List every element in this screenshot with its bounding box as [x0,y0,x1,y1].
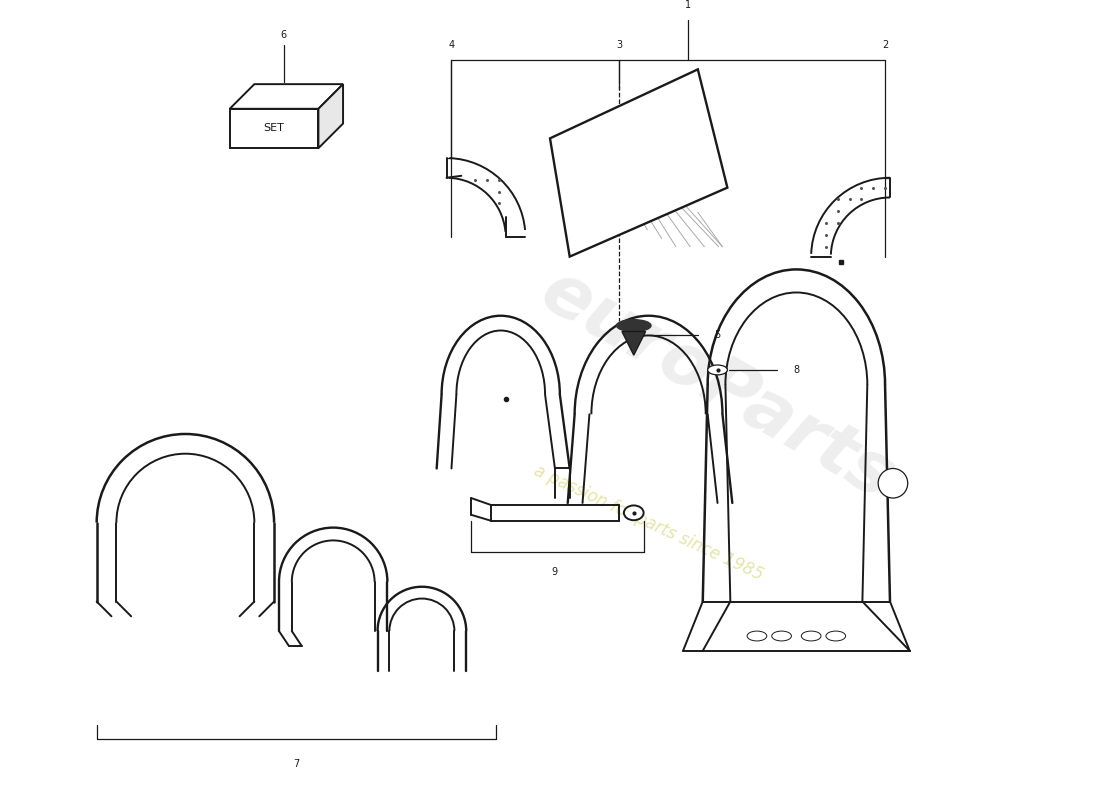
Ellipse shape [801,631,821,641]
Text: SET: SET [264,123,285,134]
Text: 2: 2 [882,40,888,50]
Polygon shape [318,84,343,148]
Text: a passion for parts since 1985: a passion for parts since 1985 [531,462,766,584]
Ellipse shape [747,631,767,641]
Ellipse shape [707,365,727,375]
Text: euroParts: euroParts [529,256,906,514]
Text: 8: 8 [793,365,800,375]
Ellipse shape [616,320,651,331]
Polygon shape [230,84,343,109]
Ellipse shape [772,631,791,641]
Text: 7: 7 [293,759,299,769]
Text: 9: 9 [552,567,558,577]
Polygon shape [230,109,318,148]
Polygon shape [550,70,727,257]
Text: 6: 6 [280,30,287,40]
Polygon shape [621,331,646,355]
Ellipse shape [624,506,644,520]
Text: 3: 3 [616,40,622,50]
Text: 4: 4 [449,40,454,50]
Text: 5: 5 [714,330,720,341]
Circle shape [878,469,908,498]
Text: 1: 1 [685,0,691,10]
Ellipse shape [826,631,846,641]
